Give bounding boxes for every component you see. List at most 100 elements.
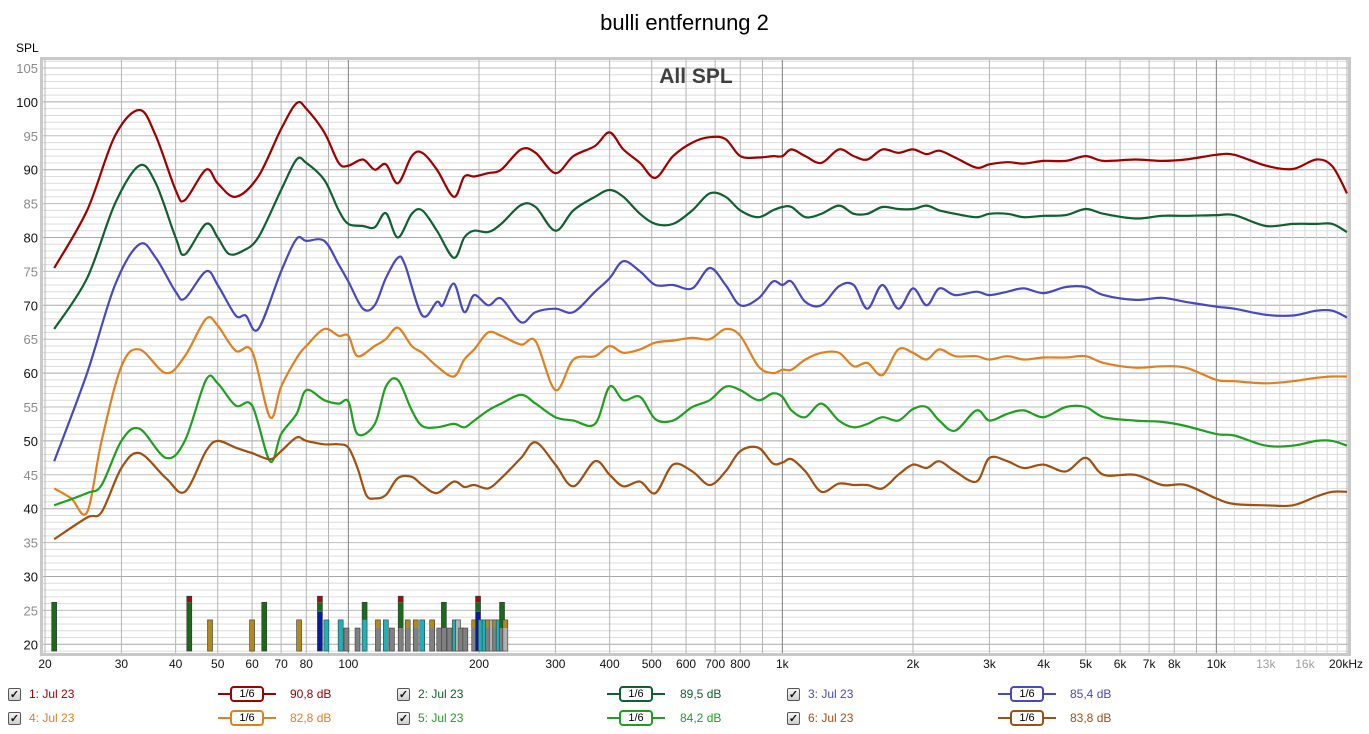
- y-tick-label: 55: [24, 400, 38, 415]
- x-tick-label: 80: [300, 657, 314, 671]
- checkbox[interactable]: ✓: [787, 687, 800, 701]
- peak-bar-outline: [383, 619, 389, 652]
- peak-bar-segment: [317, 596, 323, 603]
- line-sample: [998, 717, 1010, 719]
- peak-bar-segment: [492, 619, 498, 629]
- y-tick-label: 75: [24, 264, 38, 279]
- peak-bar-segment: [338, 619, 344, 652]
- legend-toggle[interactable]: ✓ 2: Jul 23: [397, 684, 463, 704]
- smoothing-label: 1/6: [1010, 710, 1044, 726]
- peak-bar: [446, 627, 453, 652]
- checkbox[interactable]: ✓: [787, 711, 800, 725]
- peak-bar-segment: [362, 619, 368, 652]
- legend-toggle[interactable]: ✓ 3: Jul 23: [787, 684, 853, 704]
- peak-bar-segment: [413, 628, 419, 652]
- peak-bar: [502, 619, 509, 652]
- smoothing-label: 1/6: [1010, 686, 1044, 702]
- peak-bar: [412, 619, 419, 652]
- peak-bar-outline: [429, 619, 435, 652]
- grid: [40, 57, 1351, 656]
- peak-bar: [317, 595, 323, 652]
- peak-bar-outline: [296, 619, 302, 652]
- series-line-6: [53, 436, 1348, 541]
- peak-bar: [429, 619, 435, 652]
- checkbox[interactable]: ✓: [8, 711, 21, 725]
- peak-bar-segment: [405, 628, 411, 652]
- x-tick-label: 50: [211, 657, 225, 671]
- legend-value: 90,8 dB: [290, 687, 332, 701]
- series-line-3: [53, 235, 1348, 462]
- y-tick-label: 45: [24, 468, 38, 483]
- legend-entry: ✓ 1: Jul 23 1/6 90,8 dB: [0, 684, 1369, 704]
- smoothing-button[interactable]: 1/6: [998, 708, 1062, 728]
- peak-bar-segment: [405, 619, 411, 629]
- peak-bar: [383, 619, 389, 652]
- peak-bar-segment: [51, 602, 57, 652]
- legend-toggle[interactable]: ✓ 6: Jul 23: [787, 708, 853, 728]
- peak-bar-outline: [361, 601, 368, 652]
- smoothing-button[interactable]: 1/6: [607, 708, 671, 728]
- smoothing-button[interactable]: 1/6: [218, 708, 282, 728]
- peak-bar-segment: [502, 619, 508, 629]
- legend-toggle[interactable]: ✓ 5: Jul 23: [397, 708, 463, 728]
- line-sample: [1044, 693, 1056, 695]
- x-tick-label: 700: [705, 657, 725, 671]
- peak-bar-segment: [471, 628, 477, 652]
- x-tick-label: 16k: [1295, 657, 1315, 671]
- x-tick-label: 1k: [776, 657, 790, 671]
- line-sample: [218, 717, 230, 719]
- peak-bar-segment: [492, 628, 498, 652]
- peak-bar-outline: [389, 627, 395, 652]
- checkbox[interactable]: ✓: [397, 687, 410, 701]
- peak-bar-segment: [446, 628, 452, 652]
- peak-bar-segment: [419, 619, 425, 652]
- x-tick-label: 30: [115, 657, 129, 671]
- checkbox[interactable]: ✓: [397, 711, 410, 725]
- legend-label: 5: Jul 23: [418, 711, 464, 725]
- smoothing-label: 1/6: [619, 710, 653, 726]
- x-tick-label: 70: [274, 657, 288, 671]
- peak-bar-outline: [261, 601, 268, 652]
- legend-entry: ✓ 4: Jul 23 1/6 82,8 dB: [0, 708, 1369, 728]
- legend-toggle[interactable]: ✓ 1: Jul 23: [8, 684, 74, 704]
- y-tick-label: 65: [24, 332, 38, 347]
- x-tick-label: 6k: [1114, 657, 1128, 671]
- curves: [53, 100, 1348, 541]
- smoothing-button[interactable]: 1/6: [607, 684, 671, 704]
- peak-bar: [296, 619, 302, 652]
- peak-bar-segment: [413, 619, 419, 629]
- peak-bar: [361, 601, 368, 652]
- peak-bar-segment: [261, 602, 267, 652]
- y-tick-label: 25: [24, 603, 38, 618]
- peak-bar-segment: [452, 619, 458, 652]
- checkbox[interactable]: ✓: [8, 687, 21, 701]
- legend-value: 82,8 dB: [290, 711, 332, 725]
- peak-bar: [323, 619, 330, 652]
- axes: 1051009590858075706560555045403530252020…: [16, 61, 1363, 671]
- y-tick-label: 105: [16, 61, 38, 76]
- legend-toggle[interactable]: ✓ 4: Jul 23: [8, 708, 74, 728]
- peak-bar-outline: [354, 627, 361, 652]
- peak-bar-segment: [441, 628, 447, 652]
- smoothing-button[interactable]: 1/6: [998, 684, 1062, 704]
- peak-bar: [397, 595, 404, 652]
- legend-value: 84,2 dB: [680, 711, 722, 725]
- y-tick-label: 95: [24, 129, 38, 144]
- line-sample: [653, 693, 665, 695]
- peak-bar-segment: [489, 619, 495, 652]
- peak-bar-segment: [317, 602, 323, 612]
- peak-bar-segment: [186, 596, 192, 603]
- y-tick-label: 35: [24, 536, 38, 551]
- x-tick-label: 200: [469, 657, 489, 671]
- x-tick-label: 8k: [1168, 657, 1182, 671]
- peak-bar-outline: [323, 619, 330, 652]
- smoothing-button[interactable]: 1/6: [218, 684, 282, 704]
- peak-bar-segment: [482, 619, 488, 652]
- peak-bar: [436, 627, 443, 652]
- legend-value: 89,5 dB: [680, 687, 722, 701]
- peak-bar-segment: [317, 611, 323, 652]
- peak-bar-segment: [475, 602, 481, 612]
- peak-bar-segment: [436, 628, 442, 652]
- x-tick-label: 400: [600, 657, 620, 671]
- legend-entry: ✓ 2: Jul 23 1/6 89,5 dB: [0, 684, 1369, 704]
